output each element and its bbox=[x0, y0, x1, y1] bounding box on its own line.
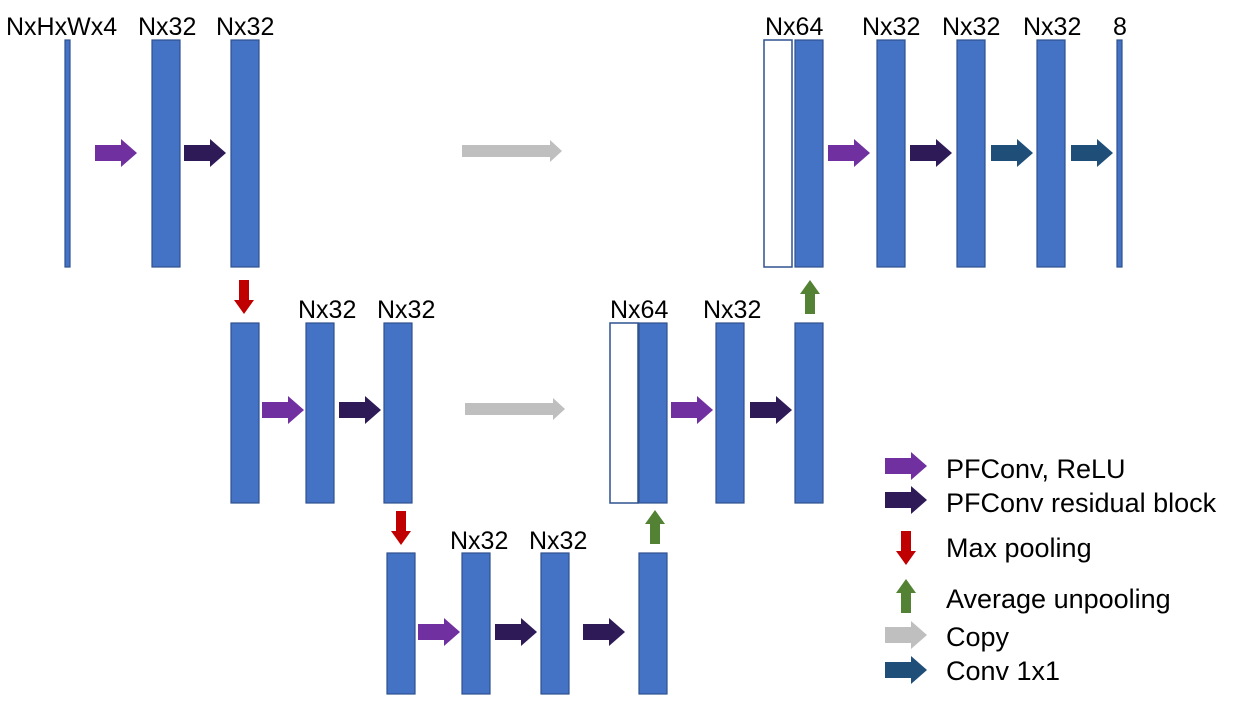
l1-block-a bbox=[305, 322, 335, 504]
l0-block-b bbox=[230, 39, 260, 268]
l1-b-dim-label: Nx32 bbox=[377, 296, 435, 324]
l0-concat-block bbox=[794, 39, 824, 268]
l2-b-dim-label: Nx32 bbox=[529, 527, 587, 555]
legend-label: PFConv, ReLU bbox=[946, 454, 1126, 484]
l1-concat-block bbox=[638, 322, 668, 504]
pfconv-residual-arrow bbox=[495, 618, 537, 646]
level0-decoder bbox=[763, 39, 1123, 268]
dimension-labels: NxHxWx4 Nx32 Nx32 Nx32 Nx32 Nx32 Nx32 Nx… bbox=[6, 13, 1127, 555]
l0-block-a bbox=[151, 39, 181, 268]
legend-item-pfconv-residual: PFConv residual block bbox=[885, 486, 1217, 518]
level1-arrows bbox=[262, 396, 792, 545]
l0-concat-dim-label: Nx64 bbox=[765, 13, 823, 41]
output-dim-label: 8 bbox=[1113, 13, 1127, 41]
l1-a-dim-label: Nx32 bbox=[298, 296, 356, 324]
pfconv-relu-arrow bbox=[418, 618, 460, 646]
legend-label: Average unpooling bbox=[946, 584, 1171, 614]
legend-max-pooling-icon bbox=[896, 531, 916, 565]
legend-label: Conv 1x1 bbox=[946, 656, 1060, 686]
average-unpooling-arrow bbox=[800, 280, 820, 314]
l0-out-block-b bbox=[956, 39, 986, 268]
l1-out-block bbox=[715, 322, 745, 504]
l2-out-block bbox=[638, 552, 668, 695]
pfconv-residual-arrow bbox=[339, 396, 381, 424]
l0-b-dim-label: Nx32 bbox=[216, 13, 274, 41]
pfconv-relu-arrow bbox=[828, 139, 870, 167]
copy-arrow bbox=[462, 140, 562, 162]
pfconv-residual-arrow bbox=[910, 139, 952, 167]
pfconv-residual-arrow bbox=[750, 396, 792, 424]
l1-block-b bbox=[383, 322, 413, 504]
input-block bbox=[64, 39, 71, 268]
legend-item-copy: Copy bbox=[885, 621, 1010, 652]
max-pooling-arrow bbox=[391, 511, 411, 545]
copy-arrow bbox=[465, 398, 565, 420]
pfconv-relu-arrow bbox=[95, 139, 137, 167]
legend: PFConv, ReLU PFConv residual block Max p… bbox=[885, 452, 1217, 686]
l0-out-block-c bbox=[1036, 39, 1066, 268]
pfconv-residual-arrow bbox=[184, 139, 226, 167]
conv1x1-arrow bbox=[1071, 139, 1113, 167]
max-pooling-arrow bbox=[234, 280, 254, 314]
legend-label: Copy bbox=[946, 622, 1010, 652]
legend-item-conv1x1: Conv 1x1 bbox=[885, 656, 1060, 686]
level2-arrows bbox=[418, 618, 625, 646]
l1-out-dim-label: Nx32 bbox=[703, 296, 761, 324]
legend-label: Max pooling bbox=[946, 533, 1092, 563]
legend-pfconv-relu-icon bbox=[885, 452, 927, 480]
legend-item-average-unpooling: Average unpooling bbox=[896, 579, 1171, 614]
average-unpooling-arrow bbox=[645, 510, 665, 544]
level0-encoder bbox=[64, 39, 260, 268]
l0-out-a-dim-label: Nx32 bbox=[862, 13, 920, 41]
l1-concat-copy-block bbox=[609, 322, 639, 504]
l2-block-b bbox=[540, 552, 570, 695]
legend-conv1x1-icon bbox=[885, 656, 927, 684]
level2 bbox=[386, 552, 668, 695]
input-dim-label: NxHxWx4 bbox=[6, 13, 117, 41]
legend-copy-icon bbox=[885, 621, 927, 649]
l2-a-dim-label: Nx32 bbox=[450, 527, 508, 555]
legend-item-pfconv-relu: PFConv, ReLU bbox=[885, 452, 1126, 484]
l0-out-c-dim-label: Nx32 bbox=[1023, 13, 1081, 41]
conv1x1-arrow bbox=[991, 139, 1033, 167]
l1-concat-dim-label: Nx64 bbox=[610, 296, 668, 324]
l1-pooled-block bbox=[230, 322, 260, 504]
pfconv-residual-arrow bbox=[583, 618, 625, 646]
legend-pfconv-residual-icon bbox=[885, 486, 927, 514]
l2-block-a bbox=[461, 552, 491, 695]
l0-concat-copy-block bbox=[763, 39, 793, 268]
output-block bbox=[1116, 39, 1123, 268]
pfconv-relu-arrow bbox=[262, 396, 304, 424]
pfconv-relu-arrow bbox=[671, 396, 713, 424]
l0-out-block-a bbox=[876, 39, 906, 268]
l0-out-b-dim-label: Nx32 bbox=[942, 13, 1000, 41]
legend-item-max-pooling: Max pooling bbox=[896, 531, 1092, 565]
level1 bbox=[230, 322, 824, 504]
l1-out-block-b bbox=[794, 322, 824, 504]
l2-pooled-block bbox=[386, 552, 416, 695]
legend-average-unpooling-icon bbox=[896, 579, 916, 613]
l0-a-dim-label: Nx32 bbox=[138, 13, 196, 41]
legend-label: PFConv residual block bbox=[946, 488, 1217, 518]
